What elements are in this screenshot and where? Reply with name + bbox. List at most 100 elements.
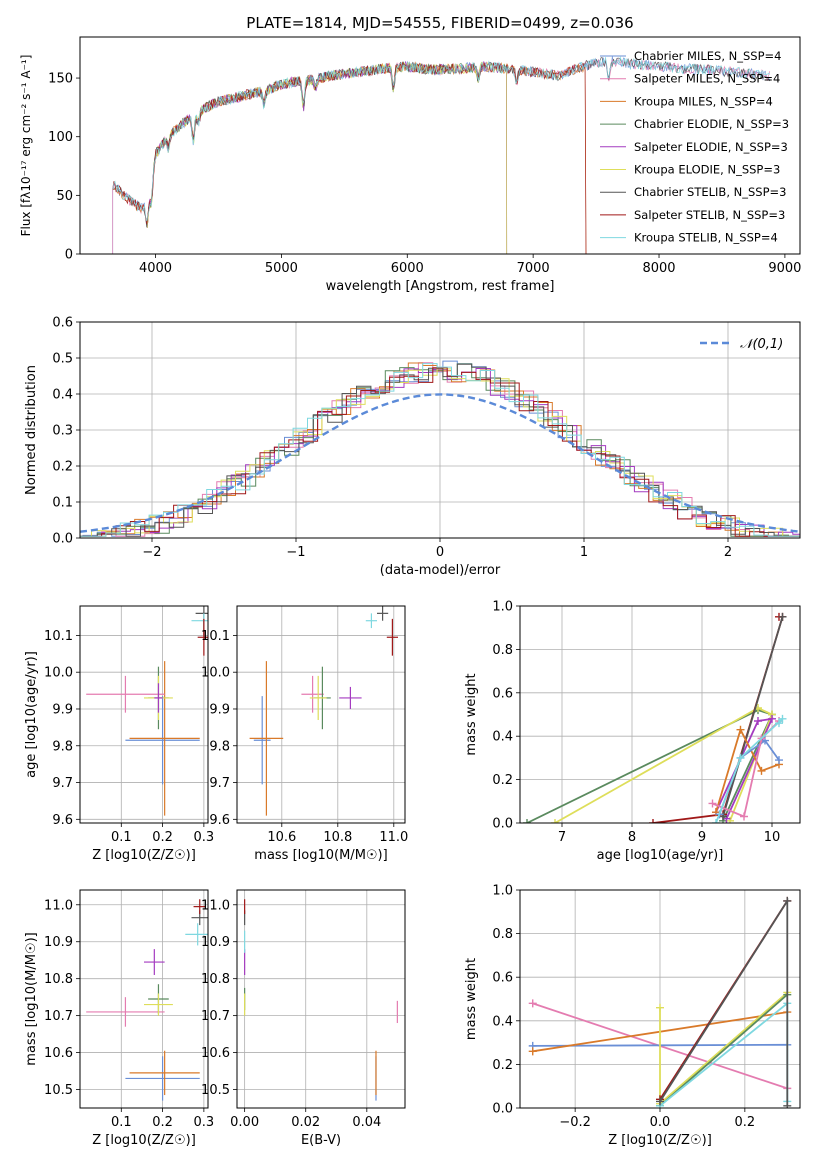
x-tick-label: 9000 — [768, 261, 801, 276]
y-tick-label: 1.0 — [492, 600, 513, 615]
x-tick-label: 0.1 — [111, 1115, 132, 1130]
y-tick-label: 9.9 — [52, 702, 73, 717]
y-tick-label: 0.4 — [492, 730, 513, 745]
axes-frame — [80, 606, 208, 823]
y-tick-label: 10.6 — [201, 1046, 230, 1061]
histogram-salpeter_miles — [73, 363, 819, 537]
y-axis-label: mass [log10(M/M☉)] — [24, 932, 39, 1065]
x-tick-label: 0.3 — [194, 830, 215, 845]
y-axis-label: Flux [fλ10⁻¹⁷ erg cm⁻² s⁻¹ A⁻¹] — [19, 55, 33, 237]
y-tick-label: 9.7 — [209, 776, 230, 791]
y-tick-label: 11.0 — [201, 898, 230, 913]
x-tick-label: −0.2 — [559, 1115, 591, 1130]
y-tick-label: 10.9 — [201, 935, 230, 950]
spectrum-line-chabrier_elodie — [147, 62, 506, 254]
x-tick-label: 9 — [698, 830, 706, 845]
weight-marker-salpeter_miles — [709, 799, 717, 807]
x-tick-label: 6000 — [391, 261, 424, 276]
plot-area — [69, 361, 819, 536]
point-salpeter_elodie — [154, 683, 162, 712]
x-tick-label: 10.8 — [323, 830, 352, 845]
plot-area — [523, 613, 787, 827]
weight-line-chabrier_miles — [720, 741, 780, 815]
legend-label-salpeter_stelib: Salpeter STELIB, N_SSP=3 — [634, 208, 785, 222]
spectrum-line-salpeter_miles — [113, 59, 770, 254]
y-tick-label: 10.1 — [201, 629, 230, 644]
y-tick-label: 0.3 — [52, 424, 73, 439]
x-tick-label: 5000 — [265, 261, 298, 276]
y-tick-label: 9.6 — [209, 813, 230, 828]
y-tick-label: 0.8 — [492, 643, 513, 658]
legend-label-chabrier_stelib: Chabrier STELIB, N_SSP=3 — [634, 185, 786, 199]
legend-label-kroupa_elodie: Kroupa ELODIE, N_SSP=3 — [634, 163, 780, 177]
x-tick-label: 0.2 — [735, 1115, 756, 1130]
spectrum-legend: Chabrier MILES, N_SSP=4 Salpeter MILES, N… — [600, 49, 789, 245]
y-tick-label: 0 — [65, 248, 73, 263]
x-tick-label: 7 — [558, 830, 566, 845]
plot-area — [86, 899, 210, 1100]
x-axis-label: mass [log10(M/M☉)] — [254, 848, 387, 863]
y-tick-label: 10.8 — [201, 972, 230, 987]
y-tick-label: 10.0 — [201, 666, 230, 681]
y-tick-label: 1.0 — [492, 884, 513, 899]
point-kroupa_stelib — [366, 613, 377, 628]
weight-marker-salpeter_elodie — [754, 717, 762, 725]
point-salpeter_elodie — [339, 687, 361, 709]
legend-label-chabrier_miles: Chabrier MILES, N_SSP=4 — [634, 49, 781, 63]
x-tick-label: 0.0 — [650, 1115, 671, 1130]
weight-marker-kroupa_elodie — [656, 1004, 664, 1012]
y-tick-label: 0.6 — [52, 316, 73, 331]
x-tick-label: −1 — [286, 545, 305, 560]
point-kroupa_miles — [250, 661, 284, 815]
spectrum-line-salpeter_stelib — [113, 62, 586, 254]
axes-frame — [80, 890, 208, 1108]
y-tick-label: 0.6 — [492, 686, 513, 701]
y-tick-label: 10.8 — [44, 972, 73, 987]
weight-marker-kroupa_miles — [737, 726, 745, 734]
x-tick-label: 0.02 — [291, 1115, 320, 1130]
x-axis-label: Z [log10(Z/Z☉)] — [92, 848, 196, 863]
y-tick-label: 50 — [56, 189, 73, 204]
y-tick-label: 0.6 — [492, 971, 513, 986]
x-tick-label: 8 — [628, 830, 636, 845]
plot-area — [86, 591, 216, 815]
legend-label-kroupa_stelib: Kroupa STELIB, N_SSP=4 — [634, 231, 778, 245]
legend-label-salpeter_miles: Salpeter MILES, N_SSP=4 — [634, 72, 780, 86]
weight-marker-kroupa_miles — [758, 767, 766, 775]
point-salpeter_stelib — [387, 619, 398, 656]
y-axis-label: age [log10(age/yr)] — [24, 651, 39, 778]
y-tick-label: 150 — [48, 72, 73, 87]
y-tick-label: 11.0 — [44, 898, 73, 913]
x-tick-label: 2 — [724, 545, 732, 560]
plot-area — [113, 56, 770, 254]
plot-area — [245, 899, 398, 1100]
y-tick-label: 0.4 — [492, 1014, 513, 1029]
y-tick-label: 10.7 — [201, 1009, 230, 1024]
y-tick-label: 9.8 — [52, 739, 73, 754]
weight-marker-chabrier_stelib — [783, 1102, 791, 1110]
y-tick-label: 0.0 — [492, 1102, 513, 1117]
y-tick-label: 9.8 — [209, 739, 230, 754]
point-kroupa_miles — [130, 1051, 200, 1095]
y-tick-label: 10.0 — [44, 666, 73, 681]
axes-frame — [237, 890, 405, 1108]
x-tick-label: 1 — [580, 545, 588, 560]
y-tick-label: 0.1 — [52, 496, 73, 511]
x-tick-label: 0.3 — [194, 1115, 215, 1130]
x-tick-label: 0.04 — [352, 1115, 381, 1130]
legend-label-normal: 𝒩(0,1) — [740, 337, 783, 352]
x-tick-label: 11.0 — [379, 830, 408, 845]
y-tick-label: 100 — [48, 130, 73, 145]
